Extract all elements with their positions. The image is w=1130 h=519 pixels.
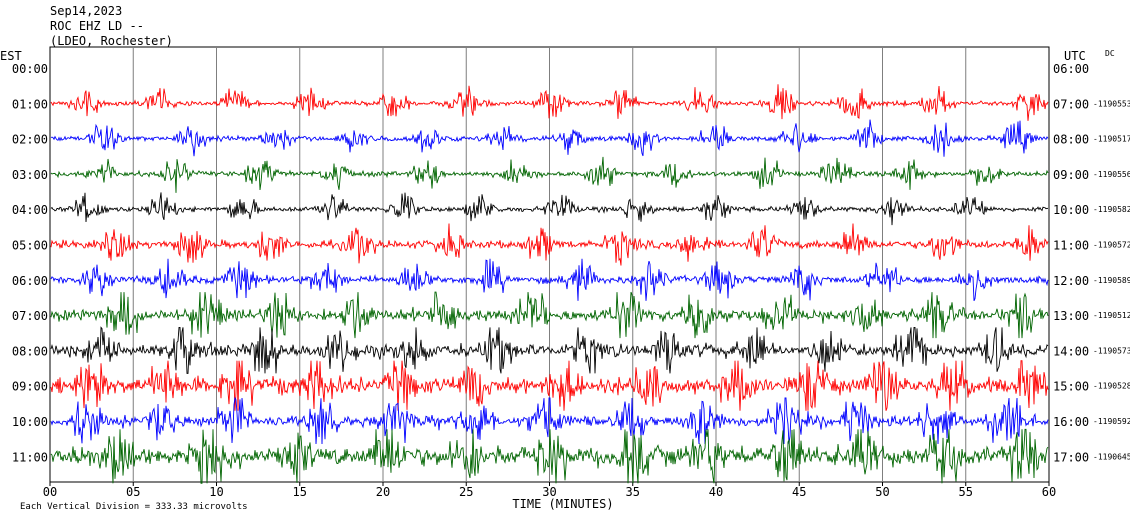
seismic-trace — [50, 223, 1049, 266]
est-hour-label: 04:00 — [12, 203, 48, 217]
utc-hour-label: 11:00 — [1053, 239, 1089, 253]
utc-hour-label: 16:00 — [1053, 415, 1089, 429]
trace-count-label: -1190645 — [1093, 452, 1130, 461]
network-label: (LDEO, Rochester) — [50, 34, 173, 48]
x-tick-label: 15 — [293, 485, 307, 499]
trace-count-label: -1190556 — [1093, 170, 1130, 179]
est-hour-label: 01:00 — [12, 97, 48, 111]
utc-hour-label: 06:00 — [1053, 62, 1089, 76]
x-tick-label: 60 — [1042, 485, 1056, 499]
est-hour-label: 05:00 — [12, 239, 48, 253]
x-tick-label: 25 — [459, 485, 473, 499]
grid-layer — [49, 46, 1050, 486]
labels-layer: 00 05 10 15 20 25 30 35 40 45 50 55 60 00:00 06:00 01:0… — [12, 62, 1130, 499]
trace-count-label: -1190572 — [1093, 241, 1130, 250]
seismic-trace — [50, 258, 1049, 301]
seismic-trace — [50, 192, 1049, 226]
utc-timezone-label: UTC — [1064, 49, 1086, 63]
seismic-trace — [50, 156, 1049, 193]
seismic-trace — [50, 360, 1049, 411]
x-tick-label: 55 — [959, 485, 973, 499]
x-tick-label: 05 — [126, 485, 140, 499]
utc-hour-label: 09:00 — [1053, 168, 1089, 182]
utc-hour-label: 15:00 — [1053, 380, 1089, 394]
trace-count-label: -1190592 — [1093, 417, 1130, 426]
est-hour-label: 09:00 — [12, 380, 48, 394]
seismic-trace — [50, 119, 1049, 157]
x-tick-label: 40 — [709, 485, 723, 499]
x-tick-label: 00 — [43, 485, 57, 499]
traces-layer — [50, 84, 1049, 484]
est-hour-label: 07:00 — [12, 309, 48, 323]
utc-hour-label: 10:00 — [1053, 203, 1089, 217]
trace-count-label: -1190582 — [1093, 205, 1130, 214]
utc-hour-label: 14:00 — [1053, 344, 1089, 358]
utc-hour-label: 08:00 — [1053, 133, 1089, 147]
trace-count-label: -1190573 — [1093, 346, 1130, 355]
trace-count-label: -1190517 — [1093, 135, 1130, 144]
est-timezone-label: EST — [0, 49, 22, 63]
est-hour-label: 08:00 — [12, 344, 48, 358]
station-code: ROC EHZ LD -- — [50, 19, 144, 33]
trace-count-label: -1190512 — [1093, 311, 1130, 320]
x-tick-label: 30 — [542, 485, 556, 499]
trace-count-label: -1190528 — [1093, 382, 1130, 391]
scale-footer: Each Vertical Division = 333.33 microvol… — [20, 502, 248, 512]
est-hour-label: 00:00 — [12, 62, 48, 76]
trace-count-label: -1190553 — [1093, 99, 1130, 108]
seismic-trace — [50, 84, 1049, 121]
seismic-trace — [50, 396, 1049, 445]
est-hour-label: 02:00 — [12, 133, 48, 147]
plot-date: Sep14,2023 — [50, 4, 123, 18]
x-tick-label: 45 — [792, 485, 806, 499]
x-tick-label: 50 — [875, 485, 889, 499]
utc-hour-label: 07:00 — [1053, 97, 1089, 111]
seismic-trace — [50, 291, 1049, 339]
x-tick-label: 35 — [626, 485, 640, 499]
x-tick-label: 10 — [209, 485, 223, 499]
x-axis-title: TIME (MINUTES) — [512, 497, 613, 511]
est-hour-label: 10:00 — [12, 415, 48, 429]
dc-label: DC — [1105, 49, 1115, 58]
est-hour-label: 06:00 — [12, 274, 48, 288]
trace-count-label: -1190589 — [1093, 276, 1130, 285]
est-hour-label: 11:00 — [12, 450, 48, 464]
seismic-trace — [50, 428, 1049, 484]
utc-hour-label: 12:00 — [1053, 274, 1089, 288]
est-hour-label: 03:00 — [12, 168, 48, 182]
x-tick-label: 20 — [376, 485, 390, 499]
utc-hour-label: 13:00 — [1053, 309, 1089, 323]
seismic-trace — [50, 326, 1049, 374]
utc-hour-label: 17:00 — [1053, 450, 1089, 464]
